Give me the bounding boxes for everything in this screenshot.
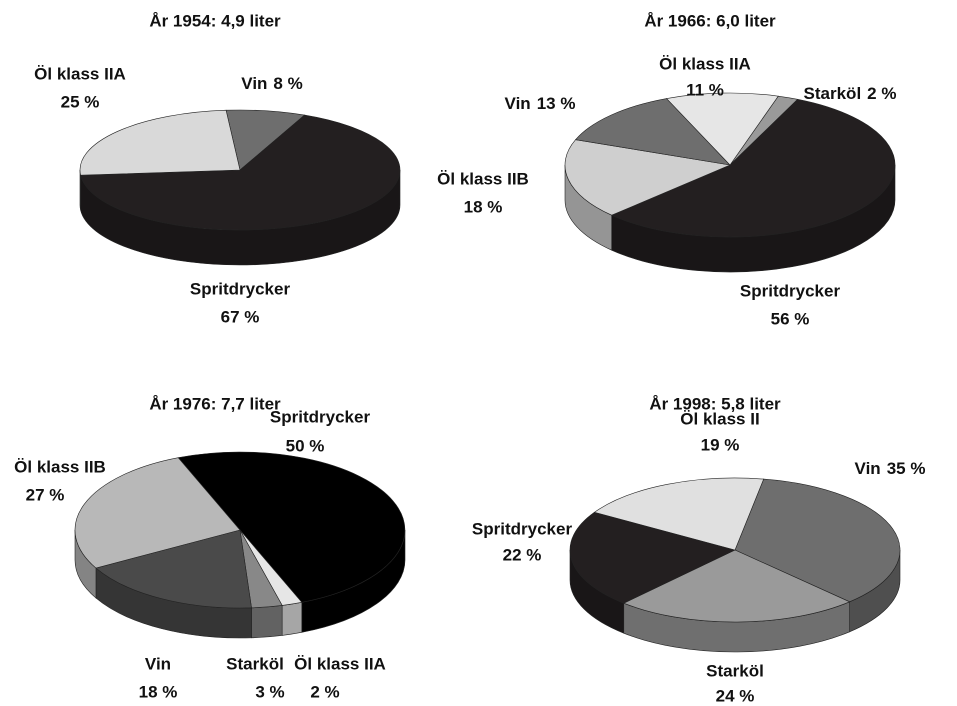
chart-title: År 1976: 7,7 liter: [149, 394, 281, 413]
value-label: 50 %: [286, 436, 325, 455]
category-label: Öl klass IIB: [14, 457, 106, 476]
category-label: Spritdrycker: [740, 281, 841, 300]
value-label: 67 %: [221, 307, 260, 326]
value-label: 19 %: [701, 435, 740, 454]
value-label: 24 %: [716, 686, 755, 705]
chart-title: År 1998: 5,8 liter: [649, 394, 781, 413]
value-label: 18 %: [464, 197, 503, 216]
pie-slice: [74, 457, 241, 569]
pie-slice: [610, 99, 896, 238]
slice-label: Vin 8 %: [241, 74, 302, 93]
category-label: Vin: [855, 459, 881, 478]
category-label: Starköl: [226, 654, 284, 673]
value-label: 18 %: [139, 682, 178, 701]
value-label: 25 %: [61, 92, 100, 111]
category-label: Öl klass IIA: [294, 654, 386, 673]
category-label: Öl klass IIB: [437, 169, 529, 188]
category-label: Vin: [505, 94, 531, 113]
slice-label: Vin 35 %: [855, 459, 926, 478]
category-label: Öl klass IIA: [34, 64, 126, 83]
pie-slice: [622, 549, 851, 623]
pie-slice: [574, 98, 731, 166]
category-label: Öl klass II: [680, 409, 759, 428]
value-label: 3 %: [255, 682, 284, 701]
pie-slice: [593, 477, 765, 551]
slice-label: Starköl 2 %: [804, 84, 897, 103]
value-label: 22 %: [503, 545, 542, 564]
pie-slice: [177, 451, 405, 603]
value-label: 35 %: [887, 459, 926, 478]
pie-slice: [95, 529, 252, 609]
value-label: 13 %: [537, 94, 576, 113]
value-label: 27 %: [26, 485, 65, 504]
slice-label: Vin 13 %: [505, 94, 576, 113]
category-label: Starköl: [706, 661, 764, 680]
pie-side: [251, 605, 283, 639]
category-label: Spritdrycker: [190, 279, 291, 298]
category-label: Starköl: [804, 84, 862, 103]
pie-slice: [569, 511, 736, 604]
category-label: Vin: [241, 74, 267, 93]
category-label: Öl klass IIA: [659, 54, 751, 73]
pie-slice: [564, 139, 732, 216]
pie-slice: [79, 109, 241, 176]
pie-slice: [665, 92, 779, 166]
chart-title: År 1954: 4,9 liter: [149, 11, 281, 30]
chart-title: År 1966: 6,0 liter: [644, 11, 776, 30]
value-label: 8 %: [273, 74, 302, 93]
pie-side: [281, 601, 303, 636]
pie-slice: [734, 478, 901, 603]
pie-slice: [80, 114, 401, 231]
value-label: 56 %: [771, 309, 810, 328]
category-label: Spritdrycker: [270, 407, 371, 426]
value-label: 11 %: [686, 80, 724, 99]
category-label: Vin: [145, 654, 171, 673]
value-label: 2 %: [310, 682, 339, 701]
value-label: 2 %: [867, 84, 896, 103]
category-label: Spritdrycker: [472, 519, 573, 538]
